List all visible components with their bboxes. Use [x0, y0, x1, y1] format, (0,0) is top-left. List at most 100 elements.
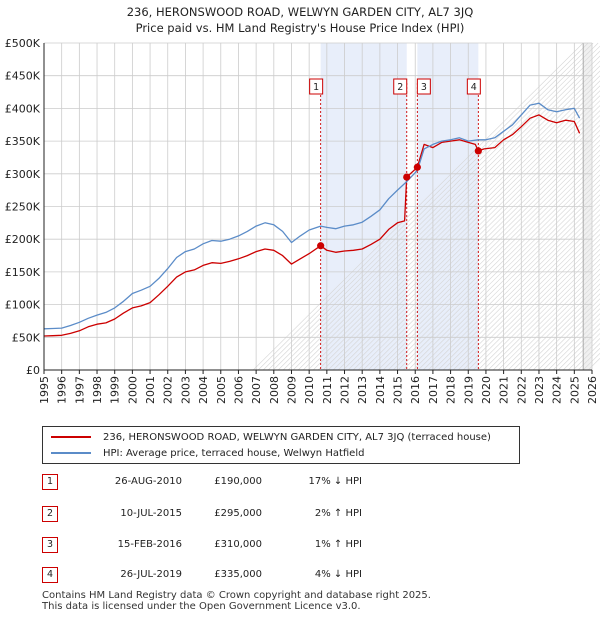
forecast-hatch: [467, 238, 600, 371]
forecast-hatch: [472, 243, 600, 371]
x-tick-label: 2024: [551, 376, 564, 404]
forecast-hatch: [542, 313, 600, 371]
sale-marker-box: [309, 78, 324, 95]
legend: 236, HERONSWOOD ROAD, WELWYN GARDEN CITY…: [42, 426, 520, 464]
y-tick-label: £500K: [5, 37, 41, 50]
x-tick-label: 2015: [392, 376, 405, 404]
sale-hpi-diff: 2% ↑ HPI: [314, 508, 362, 519]
table-row: 4 26-JUL-2019 £335,000 4% ↓ HPI: [42, 565, 462, 585]
x-tick-label: 2016: [409, 376, 422, 404]
x-tick-label: 2000: [126, 376, 139, 404]
y-tick-label: £150K: [5, 266, 41, 279]
x-tick-label: 2010: [303, 376, 316, 404]
forecast-hatch: [427, 199, 600, 371]
sale-points: [317, 147, 482, 250]
x-tick-label: 1998: [91, 376, 104, 404]
y-tick-label: £0: [26, 364, 40, 377]
forecast-hatch: [482, 253, 600, 371]
sale-price: £310,000: [214, 539, 262, 550]
x-tick-label: 2004: [197, 376, 210, 404]
x-tick-label: 2013: [356, 376, 369, 404]
x-tick-label: 2017: [427, 376, 440, 404]
x-tick-label: 1995: [38, 376, 51, 404]
x-tick-label: 2022: [515, 376, 528, 404]
forecast-hatch: [457, 229, 600, 371]
forecast-hatch: [432, 204, 600, 371]
x-tick-label: 1997: [73, 376, 86, 404]
sale-marker-number: 2: [397, 82, 403, 93]
legend-swatch-property: [51, 436, 91, 438]
sale-marker-badge: 3: [42, 537, 58, 553]
sale-marker-badge: 4: [42, 567, 58, 583]
sale-marker-badge: 2: [42, 506, 58, 522]
title-address: 236, HERONSWOOD ROAD, WELWYN GARDEN CITY…: [126, 5, 474, 19]
y-tick-label: £350K: [5, 135, 41, 148]
sale-price: £295,000: [214, 508, 262, 519]
legend-label-hpi: HPI: Average price, terraced house, Welw…: [103, 447, 365, 459]
forecast-hatch: [437, 209, 600, 371]
forecast-hatch: [442, 214, 600, 371]
x-tick-label: 2018: [445, 376, 458, 404]
axes: £0 £50K £100K £150K £200K £250K £300K £350K £400…: [5, 37, 599, 404]
footer-licence: This data is licensed under the Open Gov…: [42, 601, 361, 612]
series-line-hpi: [43, 102, 581, 330]
sale-price: £335,000: [214, 569, 262, 580]
sale-point: [317, 242, 325, 250]
y-tick-label: £250K: [5, 201, 41, 214]
x-tick-label: 2002: [162, 376, 175, 404]
sale-date: 26-JUL-2019: [120, 569, 182, 580]
forecast-hatch: [532, 303, 600, 371]
x-tick-label: 2026: [586, 376, 599, 404]
legend-item-hpi: HPI: Average price, terraced house, Welw…: [51, 446, 364, 460]
chart-title: 236, HERONSWOOD ROAD, WELWYN GARDEN CITY…: [0, 4, 600, 36]
forecast-hatch: [537, 308, 600, 371]
sale-marker-box: [416, 78, 431, 95]
y-tick-label: £450K: [5, 70, 41, 83]
x-tick-label: 2001: [144, 376, 157, 404]
grid-lines: [43, 42, 593, 371]
sale-point: [413, 163, 421, 171]
x-tick-label: 2012: [339, 376, 352, 404]
sale-hpi-diff: 4% ↓ HPI: [314, 569, 362, 580]
x-tick-label: 2003: [179, 376, 192, 404]
price-chart: 1 2 3 4 £0 £50K £100K £150K £200K £250K £300K £350…: [5, 37, 600, 404]
table-row: 3 15-FEB-2016 £310,000 1% ↑ HPI: [42, 535, 462, 555]
sale-point: [403, 173, 411, 181]
forecast-hatch: [517, 288, 600, 371]
sale-marker-box: [466, 78, 481, 95]
sale-date: 10-JUL-2015: [120, 508, 182, 519]
forecast-hatch: [522, 293, 600, 371]
sale-date: 15-FEB-2016: [117, 539, 182, 550]
x-tick-label: 2023: [533, 376, 546, 404]
forecast-hatch: [477, 248, 600, 371]
forecast-hatch: [447, 219, 600, 371]
legend-item-property: 236, HERONSWOOD ROAD, WELWYN GARDEN CITY…: [51, 430, 491, 444]
legend-swatch-hpi: [51, 452, 91, 454]
x-tick-label: 2005: [215, 376, 228, 404]
footer-copyright: Contains HM Land Registry data © Crown c…: [42, 590, 431, 601]
forecast-hatch: [492, 263, 600, 371]
x-tick-label: 2020: [480, 376, 493, 404]
x-tick-label: 2007: [250, 376, 263, 404]
sale-hpi-diff: 1% ↑ HPI: [314, 539, 362, 550]
forecast-hatch: [487, 258, 600, 371]
forecast-hatch: [507, 278, 600, 371]
forecast-hatch: [462, 233, 600, 371]
forecast-hatch: [502, 273, 600, 371]
sale-date: 26-AUG-2010: [114, 476, 182, 487]
forecast-hatch: [497, 268, 600, 371]
forecast-hatch: [452, 224, 600, 371]
sale-marker-number: 4: [471, 82, 477, 93]
sale-marker-label: 1: [309, 78, 324, 95]
x-tick-label: 2025: [568, 376, 581, 404]
y-tick-label: £50K: [12, 331, 41, 344]
y-tick-label: £300K: [5, 168, 41, 181]
x-tick-label: 2008: [268, 376, 281, 404]
forecast-hatch: [512, 283, 600, 371]
x-tick-label: 2019: [462, 376, 475, 404]
y-tick-label: £400K: [5, 102, 41, 115]
sale-price: £190,000: [214, 476, 262, 487]
x-tick-label: 2006: [232, 376, 245, 404]
sale-marker-label: 2: [393, 78, 408, 95]
series-lines: [43, 102, 581, 337]
